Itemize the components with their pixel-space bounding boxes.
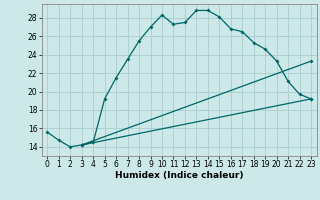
X-axis label: Humidex (Indice chaleur): Humidex (Indice chaleur) (115, 171, 244, 180)
